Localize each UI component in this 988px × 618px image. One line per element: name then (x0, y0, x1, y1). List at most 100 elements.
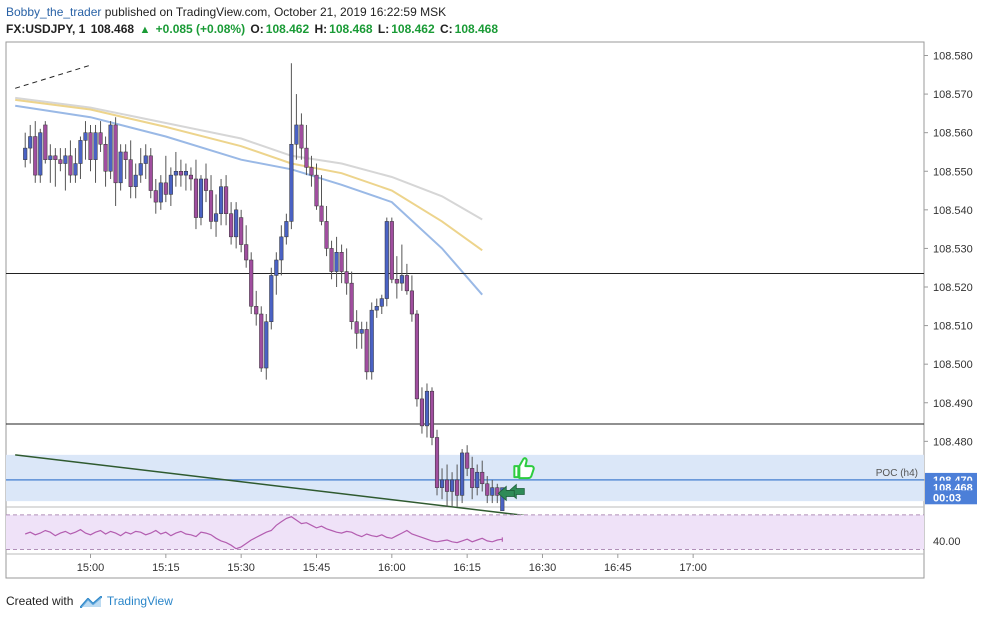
candle-bull (475, 471, 480, 488)
candle-bear (495, 487, 500, 496)
ohlc-line: FX:USDJPY, 1 108.468 ▲ +0.085 (+0.08%) O… (6, 21, 500, 37)
candle-bear (445, 479, 450, 492)
low-value: 108.462 (391, 22, 435, 36)
price-tick-label: 108.500 (933, 359, 973, 371)
price-change: +0.085 (+0.08%) (155, 22, 246, 36)
candle-bear (43, 124, 48, 160)
time-tick-label: 16:30 (529, 562, 557, 574)
candle-bull (93, 132, 98, 160)
open-value: 108.462 (265, 22, 310, 36)
author-link[interactable]: Bobby_the_trader (6, 5, 102, 19)
trendline-upper-dashed (15, 64, 91, 89)
candle-bear (314, 174, 319, 207)
candle-bull (460, 452, 465, 496)
tradingview-logo-icon (79, 595, 102, 608)
level-label: POC (h4) (876, 468, 918, 479)
candle-bear (354, 321, 359, 334)
time-tick-label: 16:00 (378, 562, 406, 574)
candle-bear (128, 159, 133, 187)
candle-bear (68, 155, 73, 176)
candle-bear (465, 452, 470, 469)
candle-bull (133, 174, 138, 187)
candle-bear (414, 313, 419, 400)
candle-bear (33, 136, 38, 176)
candle-bear (404, 275, 409, 292)
candle-bull (439, 479, 445, 488)
candle-bull (500, 487, 505, 512)
high-label: H: (314, 22, 328, 36)
candle-bear (429, 390, 435, 438)
candle-bull (264, 321, 269, 369)
candle-bear (239, 217, 244, 245)
candle-bull (108, 124, 113, 172)
candle-bear (113, 124, 118, 184)
price-tick-label: 108.560 (933, 128, 973, 140)
published-text: published on TradingView.com, October 21… (104, 5, 447, 19)
time-tick-label: 16:15 (453, 562, 481, 574)
candle-bull (450, 479, 455, 492)
candle-bear (203, 178, 209, 191)
candle-bear (163, 182, 168, 195)
time-tick-label: 15:15 (152, 562, 180, 574)
rsi-band (6, 514, 924, 550)
candle-bear (53, 155, 58, 160)
candle-bear (324, 221, 329, 249)
publish-line: Bobby_the_trader published on TradingVie… (6, 3, 500, 21)
candle-bear (98, 132, 103, 145)
footer: Created with TradingView (6, 592, 173, 610)
chart-header: Bobby_the_trader published on TradingVie… (6, 3, 500, 37)
candle-bull (490, 487, 495, 496)
candle-bear (419, 398, 425, 427)
candle-bear (455, 479, 460, 496)
candle-bear (88, 132, 93, 160)
candle-bear (485, 483, 490, 496)
candle-bear (470, 468, 475, 488)
value-area-zone (6, 454, 924, 502)
time-tick-label: 17:00 (679, 562, 707, 574)
candle-bear (244, 244, 249, 261)
candle-bull (73, 163, 78, 176)
candle-bull (83, 132, 88, 141)
candle-bull (214, 213, 219, 222)
price-tick-label: 108.490 (933, 398, 973, 410)
rsi-tick-label: 40.00 (933, 536, 961, 548)
candle-bull (284, 221, 289, 238)
candle-bull (359, 329, 364, 334)
up-triangle-icon: ▲ (139, 24, 151, 36)
candle-bear (178, 171, 183, 176)
candle-bull (78, 140, 83, 164)
candle-bear (480, 471, 485, 485)
price-tick-label: 108.510 (933, 321, 973, 333)
candle-bear (309, 167, 314, 176)
candle-bear (208, 190, 214, 222)
time-tick-label: 16:45 (604, 562, 632, 574)
price-tick-label: 108.480 (933, 436, 973, 448)
symbol-label: FX:USDJPY, 1 (6, 22, 86, 36)
candle-bear (148, 155, 153, 191)
candle-bull (28, 136, 33, 149)
candle-bear (299, 124, 304, 149)
arrow-shape (497, 485, 515, 502)
candle-bear (259, 313, 264, 369)
time-tick-label: 15:45 (303, 562, 331, 574)
candle-bear (344, 271, 349, 284)
candle-bear (103, 143, 108, 172)
candle-bear (409, 290, 414, 315)
candle-bull (23, 147, 28, 160)
candle-bear (329, 248, 334, 272)
candle-bull (399, 275, 404, 284)
thumbs-up-shape (513, 457, 535, 480)
tradingview-brand[interactable]: TradingView (106, 594, 173, 608)
price-tick-label: 108.540 (933, 205, 973, 217)
candle-bull (369, 309, 374, 373)
close-value: 108.468 (454, 22, 499, 36)
price-tick-label: 108.530 (933, 243, 973, 255)
candle-bull (374, 306, 379, 311)
price-tick-label: 108.580 (933, 51, 973, 63)
candle-bull (289, 143, 294, 222)
candle-bull (38, 132, 43, 176)
candle-bear (224, 186, 229, 214)
candle-bull (158, 182, 163, 203)
arrow-marker-icon (497, 485, 515, 502)
